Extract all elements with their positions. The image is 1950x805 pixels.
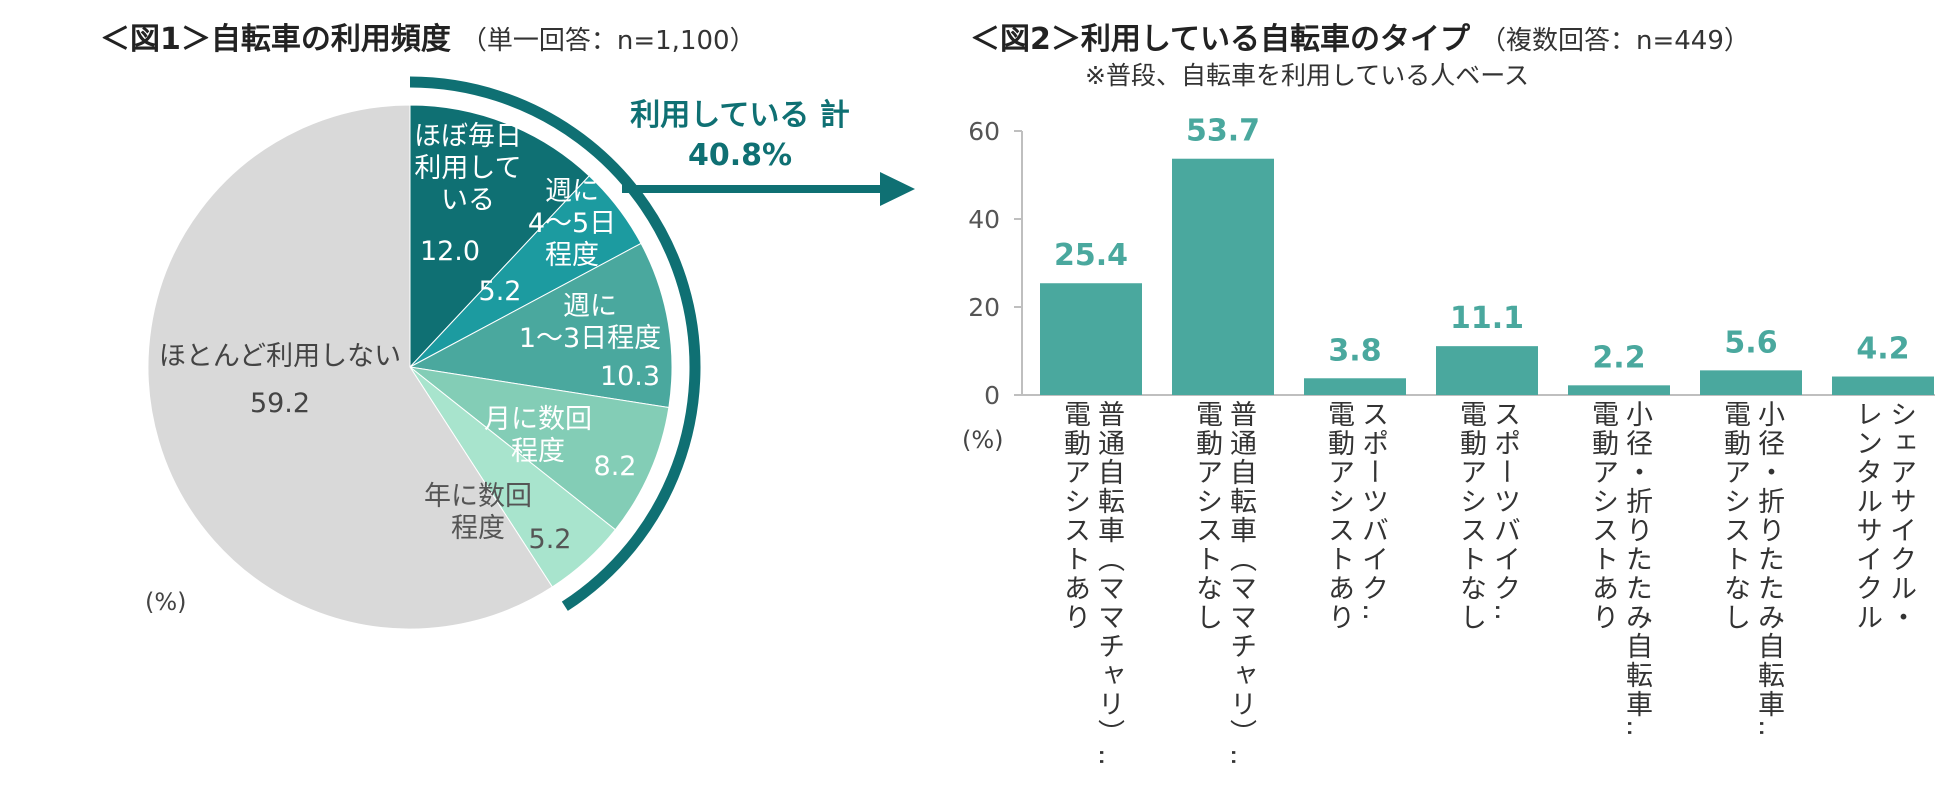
y-tick-label: 20 [968,293,1000,322]
bar-chart: 0 20 40 60 25.4 53.7 3.8 11.1 2.2 5.6 4.2 [968,114,1935,410]
y-tick-label: 60 [968,117,1000,146]
bar-category-label-line: 電動アシストなし [1191,400,1222,632]
pie-slice-label: ほぼ毎日 [414,121,522,152]
y-tick-label: 0 [984,381,1000,410]
bar [1040,283,1142,395]
pie-slice-label: 週に [545,176,599,207]
total-label: 利用している 計 [630,98,850,133]
pie-slice [147,104,554,630]
total-value: 40.8% [688,138,792,173]
pie-slice-label: 程度 [451,513,505,544]
pie-slice-value: 12.0 [420,236,480,267]
bar-category-label: スポーツバイク‥ 電動アシストなし [1453,400,1521,632]
bar-value-label: 25.4 [1054,238,1128,273]
pie-slice [409,104,590,369]
pie-slice-value: 10.3 [600,361,660,392]
bar [1172,158,1274,395]
figure1-title-main: ＜図1＞自転車の利用頻度 [100,22,451,57]
pie-slice-label: 月に数回 [484,404,592,435]
pie-slice-label: 4～5日 [528,208,616,239]
figure2-subtitle: （複数回答：n=449） [1479,26,1750,56]
bar-value-label: 11.1 [1450,301,1524,336]
bar-value-label: 53.7 [1186,114,1260,149]
bar-category-label-line: 電動アシストあり [1059,400,1090,632]
pie-slice [408,366,670,531]
bar-value-label: 5.6 [1724,325,1777,360]
bar-category-label-line: 電動アシストなし [1719,400,1750,632]
bar-value-label: 3.8 [1328,333,1381,368]
bar [1700,370,1802,395]
usage-total-arc [409,76,701,611]
pie-slice-value: 5.2 [479,276,522,307]
bar-category-label: 普通自転車（ママチャリ）‥ 電動アシストなし [1189,400,1257,768]
bar-category-label-line: 普通自転車（ママチャリ）‥ [1225,400,1256,769]
figure2-title: ＜図2＞利用している自転車のタイプ （複数回答：n=449） [970,14,1750,58]
bar-category-label-line: スポーツバイク‥ [1489,400,1520,624]
bar-category-label-line: 小径・折りたたみ自転車‥ [1753,400,1784,740]
pie-slice-value: 5.2 [529,524,572,555]
figure2-note: ※普段、自転車を利用している人ベース [1085,61,1529,90]
bar [1304,378,1406,395]
bar-value-label: 2.2 [1592,340,1645,375]
pie-slice-label: ほとんど利用しない [159,341,401,372]
bar-value-label: 4.2 [1856,332,1909,367]
bar-category-label: 小径・折りたたみ自転車‥ 電動アシストなし [1717,400,1785,739]
bar [1568,385,1670,395]
bar-category-label-line: 普通自転車（ママチャリ）‥ [1093,400,1124,769]
pie-slice-label: 週に [563,291,617,322]
bar-category-label-line: 電動アシストあり [1587,400,1618,632]
figure2-title-main: ＜図2＞利用している自転車のタイプ [970,22,1470,57]
bar [1436,346,1538,395]
figure1-subtitle: （単一回答：n=1,100） [460,26,756,56]
pie-slice-label: 年に数回 [424,481,532,512]
bar-category-label-line: 電動アシストあり [1323,400,1354,632]
bar-category-label: 小径・折りたたみ自転車‥ 電動アシストあり [1585,400,1653,739]
pie-slice-label: 1～3日程度 [519,323,661,354]
y-tick-label: 40 [968,205,1000,234]
bar-category-label-line: スポーツバイク‥ [1357,400,1388,624]
pie-slice-value: 59.2 [250,388,310,419]
pie-slice [408,242,673,409]
pie-unit-label: (%) [145,588,187,616]
total-arrow-head [880,172,915,206]
pie-slice-value: 8.2 [594,451,637,482]
pie-slice-label: 程度 [511,436,565,467]
pie-slice-label: 程度 [545,240,599,271]
bar-category-label-line: 電動アシストなし [1455,400,1486,632]
bar [1832,376,1934,395]
bar-category-label: シェアサイクル・ レンタルサイクル [1849,400,1917,632]
bar-category-label: スポーツバイク‥ 電動アシストあり [1321,400,1389,632]
bar-category-label-line: 小径・折りたたみ自転車‥ [1621,400,1652,740]
figure1-title: ＜図1＞自転車の利用頻度 （単一回答：n=1,100） [100,14,756,58]
pie-slice-label: 利用して [414,153,521,184]
bar-category-label-line: シェアサイクル・ [1885,400,1916,632]
pie-slice-label: いる [441,185,495,216]
bar-unit-label: (%) [962,426,1004,454]
bar-category-label-line: レンタルサイクル [1851,400,1882,632]
bar-category-label: 普通自転車（ママチャリ）‥ 電動アシストあり [1057,400,1125,768]
